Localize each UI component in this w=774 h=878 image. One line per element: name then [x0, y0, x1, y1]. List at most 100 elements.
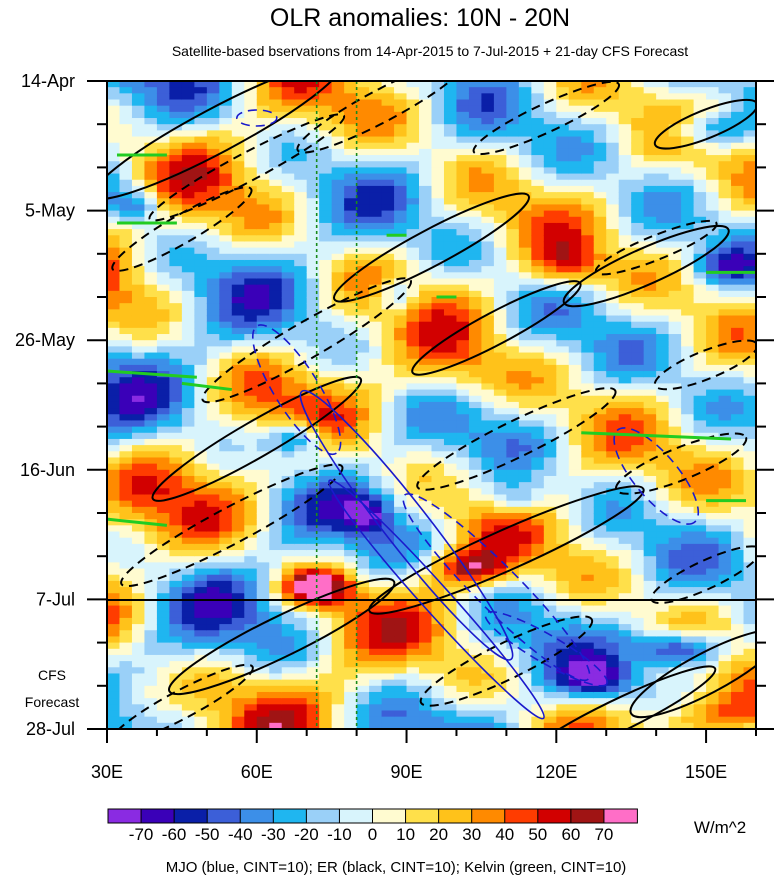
field-cell — [306, 408, 320, 415]
field-cell — [181, 469, 195, 477]
field-cell — [381, 556, 395, 563]
field-cell — [144, 420, 158, 428]
field-cell — [306, 642, 320, 650]
field-cell — [306, 346, 320, 354]
field-cell — [468, 235, 483, 243]
field-cell — [206, 661, 220, 668]
field-cell — [631, 673, 645, 681]
field-cell — [506, 550, 520, 557]
field-cell — [169, 414, 183, 422]
field-cell — [493, 599, 507, 607]
field-cell — [531, 290, 545, 298]
field-cell — [406, 389, 420, 397]
field-cell — [556, 321, 570, 329]
field-cell — [618, 395, 632, 403]
field-cell — [294, 247, 308, 255]
field-cell — [581, 525, 595, 533]
field-cell — [693, 309, 707, 317]
field-cell — [331, 395, 345, 403]
field-cell — [119, 118, 133, 125]
field-cell — [294, 420, 308, 428]
field-cell — [219, 173, 233, 181]
field-cell — [181, 519, 195, 526]
field-cell — [443, 574, 458, 582]
field-cell — [319, 661, 333, 668]
field-cell — [581, 580, 595, 588]
field-cell — [543, 475, 557, 483]
field-cell — [344, 253, 358, 261]
field-cell — [668, 253, 682, 261]
field-cell — [656, 617, 670, 625]
field-cell — [219, 377, 233, 384]
field-cell — [131, 155, 146, 162]
field-cell — [194, 482, 208, 489]
field-cell — [531, 315, 545, 323]
field-cell — [518, 543, 532, 551]
field-cell — [419, 587, 433, 594]
field-cell — [169, 691, 183, 699]
field-cell — [493, 401, 507, 409]
field-cell — [693, 346, 707, 354]
field-cell — [119, 284, 133, 292]
field-cell — [356, 303, 370, 310]
field-cell — [331, 710, 345, 718]
field-cell — [119, 513, 133, 520]
field-cell — [543, 130, 557, 138]
field-cell — [518, 124, 532, 131]
field-cell — [306, 383, 320, 391]
field-cell — [618, 155, 632, 162]
field-cell — [431, 630, 445, 638]
field-cell — [144, 259, 158, 267]
field-cell — [206, 605, 220, 613]
field-cell — [531, 691, 545, 699]
field-cell — [693, 451, 707, 459]
field-cell — [131, 691, 146, 699]
field-cell — [556, 364, 570, 372]
field-cell — [643, 198, 657, 206]
field-cell — [244, 148, 258, 156]
field-cell — [107, 420, 121, 428]
field-cell — [306, 272, 320, 280]
field-cell — [556, 482, 570, 489]
field-cell — [156, 309, 170, 317]
field-cell — [693, 432, 707, 440]
field-cell — [306, 457, 320, 465]
field-cell — [194, 531, 208, 539]
field-cell — [331, 216, 345, 224]
field-cell — [431, 105, 445, 113]
field-cell — [381, 704, 395, 712]
field-cell — [394, 698, 408, 705]
field-cell — [119, 611, 133, 619]
field-cell — [543, 667, 557, 675]
field-cell — [294, 204, 308, 212]
field-cell — [531, 550, 545, 557]
field-cell — [344, 685, 358, 693]
field-cell — [181, 247, 195, 255]
field-cell — [406, 173, 420, 181]
field-cell — [181, 543, 195, 551]
field-cell — [206, 148, 220, 156]
field-cell — [668, 593, 682, 600]
field-cell — [219, 482, 233, 489]
field-cell — [481, 475, 495, 483]
field-cell — [294, 605, 308, 613]
field-cell — [356, 216, 370, 224]
field-cell — [493, 93, 507, 101]
field-cell — [369, 679, 383, 687]
field-cell — [369, 568, 383, 576]
field-cell — [606, 371, 620, 378]
field-cell — [244, 253, 258, 261]
field-cell — [169, 420, 183, 428]
field-cell — [269, 420, 283, 428]
field-cell — [206, 488, 220, 496]
field-cell — [331, 704, 345, 712]
field-cell — [681, 364, 695, 372]
field-cell — [131, 309, 146, 317]
field-cell — [181, 155, 195, 162]
field-cell — [169, 408, 183, 415]
field-cell — [231, 654, 245, 662]
field-cell — [144, 543, 158, 551]
field-cell — [281, 500, 295, 508]
field-cell — [119, 580, 133, 588]
